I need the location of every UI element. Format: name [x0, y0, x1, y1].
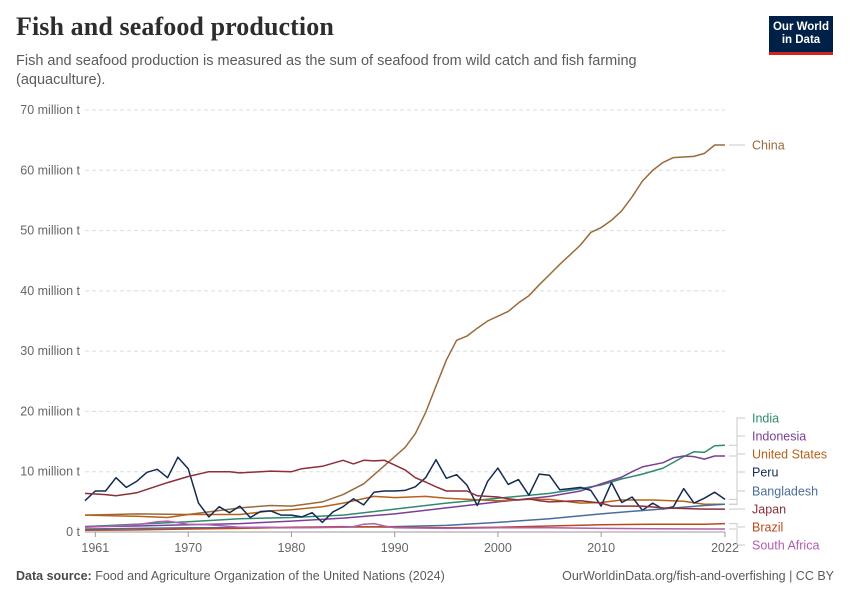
legend-connector [729, 417, 745, 446]
legend-label-united-states[interactable]: United States [752, 448, 827, 462]
series-line-japan[interactable] [84, 459, 725, 510]
legend-connector [729, 523, 745, 528]
x-tick-label: 1961 [81, 541, 109, 555]
source-url-link[interactable]: OurWorldinData.org/fish-and-overfishing … [562, 569, 834, 583]
logo-line-2: in Data [781, 34, 821, 46]
legend-labels: China India Indonesia United States Peru Bang… [729, 139, 827, 553]
legend-label-brazil[interactable]: Brazil [752, 521, 783, 535]
axes: 0 t 10 million t 20 million t 30 million t 4… [20, 103, 739, 555]
legend-label-south-africa[interactable]: South Africa [752, 539, 819, 553]
y-tick-label: 70 million t [20, 103, 80, 117]
series-line-united-states[interactable] [84, 495, 725, 519]
data-source-text: Food and Agriculture Organization of the… [95, 569, 445, 583]
x-tick-label: 2022 [711, 541, 739, 555]
x-tick-label: 2010 [587, 541, 615, 555]
y-tick-label: 30 million t [20, 344, 80, 358]
legend-label-indonesia[interactable]: Indonesia [752, 430, 806, 444]
y-tick-label: 10 million t [20, 465, 80, 479]
legend-label-india[interactable]: India [752, 412, 779, 426]
y-tick-label: 60 million t [20, 163, 80, 177]
series-lines [84, 144, 726, 531]
series-line-china[interactable] [84, 144, 725, 516]
legend-label-japan[interactable]: Japan [752, 503, 786, 517]
series-line-peru[interactable] [84, 456, 726, 524]
legend-label-china[interactable]: China [752, 139, 785, 153]
x-tick-label: 2000 [484, 541, 512, 555]
series-line-india[interactable] [84, 444, 726, 528]
x-tick-label: 1970 [174, 541, 202, 555]
grid [85, 109, 725, 533]
series-line-south-africa[interactable] [84, 520, 725, 530]
legend-connector [729, 490, 745, 505]
data-source-label: Data source: [16, 569, 92, 583]
y-tick-label: 20 million t [20, 404, 80, 418]
legend-connector [729, 471, 745, 500]
logo-line-1: Our World [772, 21, 829, 33]
legend-label-peru[interactable]: Peru [752, 466, 778, 480]
legend-connector [729, 435, 745, 457]
data-source: Data source: Food and Agriculture Organi… [16, 569, 445, 583]
y-tick-label: 40 million t [20, 284, 80, 298]
x-tick-label: 1980 [278, 541, 306, 555]
legend-connector [729, 528, 745, 546]
x-tick-label: 1990 [381, 541, 409, 555]
chart-title: Fish and seafood production [16, 12, 334, 41]
y-tick-label: 0 t [66, 525, 80, 539]
owid-logo[interactable]: Our World in Data [769, 16, 833, 55]
y-tick-label: 50 million t [20, 224, 80, 238]
series-line-indonesia[interactable] [84, 455, 725, 528]
chart-subtitle: Fish and seafood production is measured … [16, 53, 637, 88]
legend-label-bangladesh[interactable]: Bangladesh [752, 485, 818, 499]
